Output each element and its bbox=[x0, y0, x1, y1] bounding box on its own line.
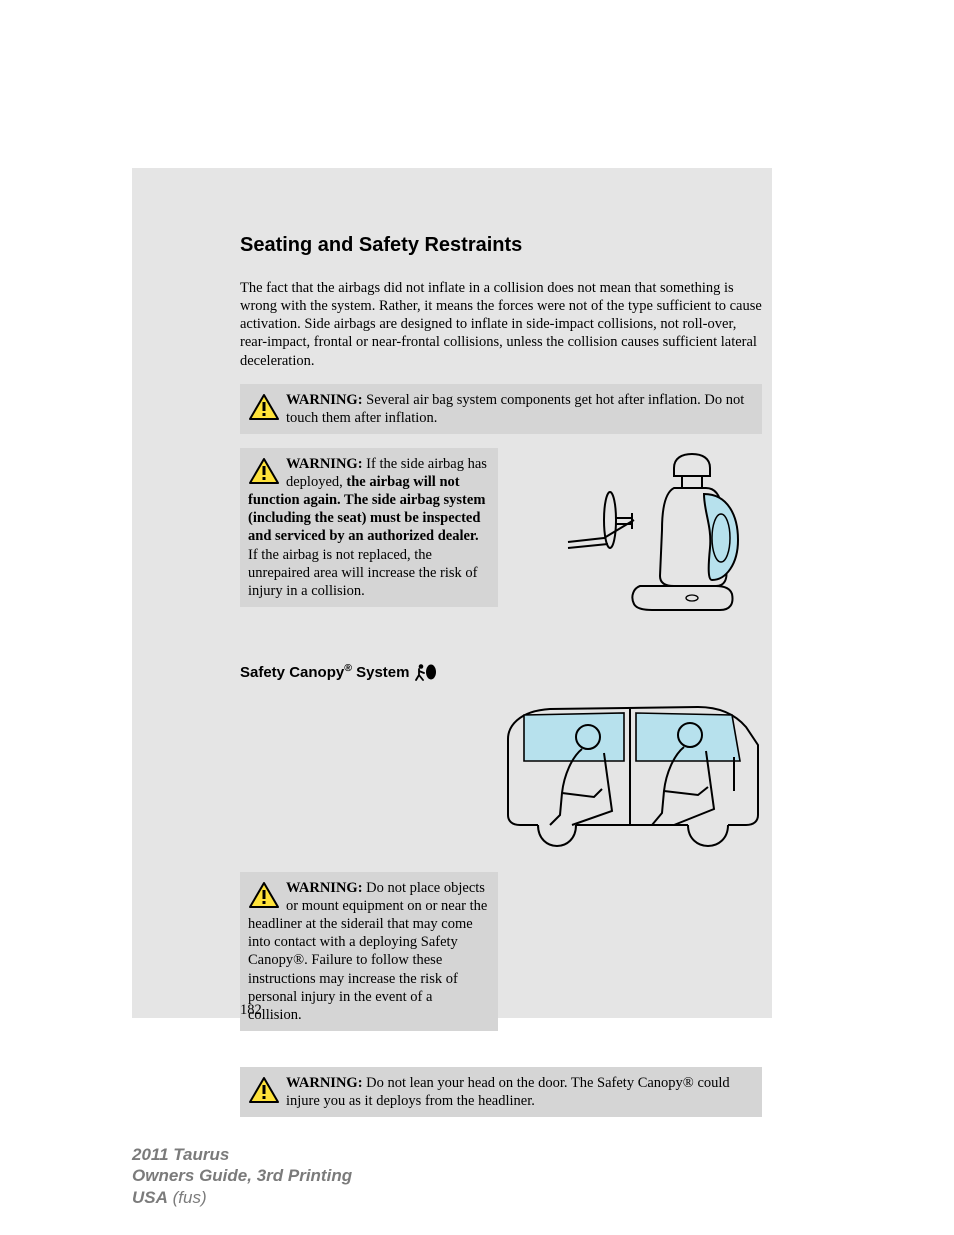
content-area: Seating and Safety Restraints The fact t… bbox=[240, 234, 762, 1131]
safety-canopy-row: WARNING: Do not place objects or mount e… bbox=[240, 697, 762, 1045]
footer-line-2: Owners Guide, 3rd Printing bbox=[132, 1165, 352, 1186]
side-airbag-row: WARNING: If the side airbag has deployed… bbox=[240, 448, 762, 633]
footer-line-1: 2011 Taurus bbox=[132, 1144, 352, 1165]
warning-box-hot-components: WARNING: Several air bag system componen… bbox=[240, 384, 762, 434]
warning-text: WARNING: Do not lean your head on the do… bbox=[286, 1075, 730, 1109]
warning-box-headliner: WARNING: Do not place objects or mount e… bbox=[240, 872, 498, 1031]
warning-triangle-icon bbox=[248, 393, 280, 426]
footer-line-3: USA (fus) bbox=[132, 1187, 352, 1208]
intro-paragraph: The fact that the airbags did not inflat… bbox=[240, 279, 762, 370]
occupant-icon bbox=[415, 668, 437, 685]
page-number: 182 bbox=[240, 1002, 262, 1019]
subsection-title: Safety Canopy® System bbox=[240, 663, 762, 685]
seat-airbag-illustration bbox=[524, 448, 762, 633]
warning-triangle-icon bbox=[248, 881, 280, 914]
warning-box-lean-head: WARNING: Do not lean your head on the do… bbox=[240, 1067, 762, 1117]
safety-canopy-illustration bbox=[502, 697, 762, 872]
warning-text: WARNING: If the side airbag has deployed… bbox=[248, 456, 487, 599]
warning-triangle-icon bbox=[248, 457, 280, 490]
section-title: Seating and Safety Restraints bbox=[240, 234, 762, 257]
warning-box-side-airbag: WARNING: If the side airbag has deployed… bbox=[240, 448, 498, 607]
warning-triangle-icon bbox=[248, 1076, 280, 1109]
warning-text: WARNING: Several air bag system componen… bbox=[286, 392, 744, 426]
footer: 2011 Taurus Owners Guide, 3rd Printing U… bbox=[132, 1144, 352, 1208]
warning-text: WARNING: Do not place objects or mount e… bbox=[248, 880, 487, 1023]
